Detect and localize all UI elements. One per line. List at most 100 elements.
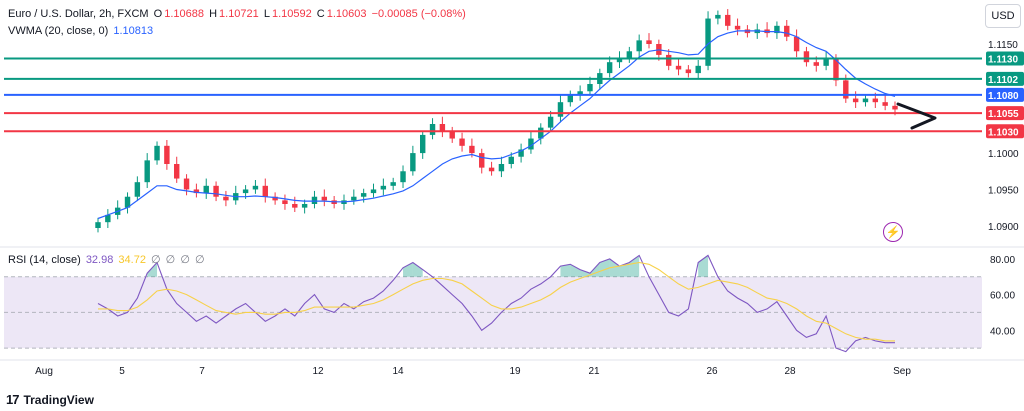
candle-body [134,182,141,197]
candle-body [400,171,406,183]
candle-body [252,185,259,190]
candle-body [203,185,209,194]
candle-body [164,145,170,164]
candle-body [479,153,485,168]
rsi-overbought-fill [147,262,158,277]
lightning-icon[interactable]: ⚡ [883,222,903,242]
candle-body [390,182,396,186]
rsi-overbought-fill [570,264,581,277]
rsi-extra-2: ∅ [180,254,190,266]
time-tick-label: 14 [392,366,404,377]
currency-button[interactable]: USD [985,4,1021,28]
level-label-2: 1.1080 [988,91,1019,102]
candle-body [105,214,111,223]
candle-body [892,105,898,110]
high-value: 1.10721 [219,8,259,20]
candle-body [469,145,475,154]
rsi-band [4,276,982,349]
vwma-line [97,30,896,220]
candle-body [360,193,367,197]
candle-body [488,167,495,172]
candle-body [843,80,849,99]
time-tick-label: 28 [784,366,796,377]
candle-body [577,91,583,95]
candle-body [183,178,190,190]
open-label: O [153,8,163,20]
candle-body [872,98,879,103]
candle-body [213,185,219,197]
candle-body [774,25,780,34]
candle-body [813,62,819,66]
vwma-label: VWMA (20, close, 0) [8,25,109,37]
candle-body [154,145,160,161]
level-label-bg-2 [986,87,1024,102]
candle-body [242,189,249,194]
time-tick-label: Sep [893,366,911,377]
rsi-extra-1: ∅ [165,254,176,266]
rsi-label: RSI (14, close) [8,254,81,266]
level-label-1: 1.1102 [988,75,1018,86]
level-label-bg-3 [986,106,1024,121]
rsi-overbought-fill [609,258,620,277]
low-value: 1.10592 [271,8,312,20]
tv-mark-icon: 17 [6,392,20,407]
candle-body [124,196,131,208]
rsi-extra-3: ∅ [194,254,205,266]
candle-body [301,204,308,208]
rsi-tick-label: 40.00 [990,326,1015,337]
candle-body [193,189,200,194]
candle-body [852,98,859,103]
rsi-legend: RSI (14, close) 32.98 34.72 ∅ ∅ ∅ ∅ [8,253,207,266]
time-tick-label: 7 [199,366,205,377]
rsi-overbought-fill [412,262,423,277]
level-label-0: 1.1130 [988,55,1018,66]
candle-body [882,102,888,106]
candle-body [370,189,377,194]
tradingview-logo: 17 TradingView [6,392,94,407]
candle-body [144,160,150,183]
price-tick-label: 1.0900 [988,222,1019,233]
candle-body [321,196,328,201]
level-label-bg-1 [986,71,1024,86]
candle-body [410,153,416,172]
rsi-tick-label: 80.00 [990,255,1015,266]
candle-body [675,65,682,70]
candle-body [528,138,534,150]
time-tick-label: 12 [312,366,324,377]
low-label: L [263,8,270,20]
rsi-overbought-fill [589,262,600,277]
price-tick-label: 1.1150 [988,40,1018,51]
price-tick-label: 1.0950 [988,185,1019,196]
candle-body [567,94,574,103]
vwma-legend: VWMA (20, close, 0) 1.10813 [8,25,155,37]
open-value: 1.10688 [164,8,204,20]
candle-body [518,149,524,157]
rsi-ma-line [98,261,895,342]
candle-body [606,62,613,74]
candle-body [636,40,642,52]
candle-body [695,65,701,74]
time-tick-label: Aug [35,366,53,377]
rsi-overbought-fill [403,262,413,277]
candle-body [262,185,268,197]
level-label-bg-0 [986,51,1024,66]
candle-body [508,156,514,164]
candle-body [351,196,357,201]
candle-body [459,138,465,146]
candle-body [223,196,229,201]
candle-body [311,196,318,204]
candle-body [734,25,741,30]
candle-body [803,51,810,63]
change-value: −0.00085 (−0.08%) [371,8,466,20]
candle-body [705,18,711,66]
rsi-overbought-fill [560,264,571,277]
price-tick-label: 1.1000 [988,149,1019,160]
time-tick-label: 21 [588,366,600,377]
candle-body [833,58,839,81]
candle-body [449,131,455,139]
candle-body [380,185,387,190]
time-tick-label: 5 [119,366,125,377]
candle-body [292,204,298,208]
